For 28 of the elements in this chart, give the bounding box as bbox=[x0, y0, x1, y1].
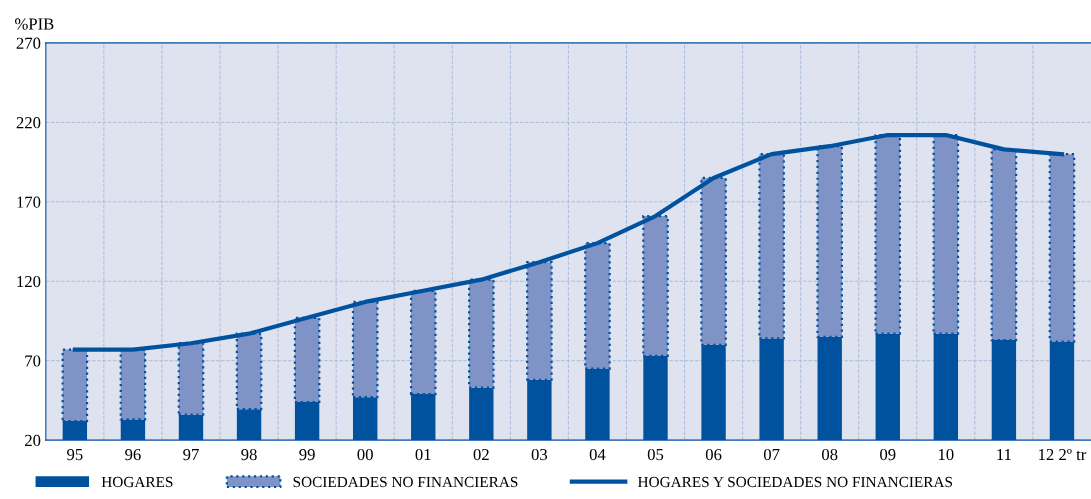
x-tick-label: 00 bbox=[357, 448, 373, 461]
legend-label: HOGARES bbox=[101, 476, 173, 488]
x-tick-label: 06 bbox=[705, 448, 722, 461]
x-tick-label: 01 bbox=[415, 448, 431, 461]
x-tick-label: 05 bbox=[647, 448, 664, 461]
y-tick-label: 120 bbox=[17, 275, 41, 288]
y-axis-title: %PIB bbox=[15, 18, 54, 30]
x-tick-label: 95 bbox=[67, 448, 83, 461]
y-tick-label: 20 bbox=[25, 434, 41, 447]
legend-label: SOCIEDADES NO FINANCIERAS bbox=[293, 476, 518, 488]
x-tick-label: 10 bbox=[938, 448, 954, 461]
x-tick-label: 09 bbox=[880, 448, 896, 461]
x-tick-label: 02 bbox=[473, 448, 489, 461]
y-tick-label: 220 bbox=[16, 117, 41, 129]
legend-label: HOGARES Y SOCIEDADES NO FINANCIERAS bbox=[637, 476, 953, 488]
x-tick-label: 97 bbox=[183, 448, 199, 461]
x-tick-label: 12 2º tr bbox=[1039, 448, 1087, 461]
y-tick-label: 270 bbox=[16, 37, 41, 49]
y-tick-label: 70 bbox=[25, 355, 41, 367]
y-tick-label: 170 bbox=[17, 196, 41, 208]
x-tick-label: 08 bbox=[822, 448, 838, 461]
x-tick-label: 03 bbox=[531, 448, 548, 461]
x-tick-label: 98 bbox=[241, 448, 257, 461]
x-tick-label: 07 bbox=[763, 448, 780, 461]
x-tick-label: 96 bbox=[125, 448, 141, 461]
x-tick-label: 04 bbox=[589, 448, 606, 461]
x-tick-label: 99 bbox=[299, 448, 315, 461]
x-tick-label: 11 bbox=[997, 449, 1011, 461]
